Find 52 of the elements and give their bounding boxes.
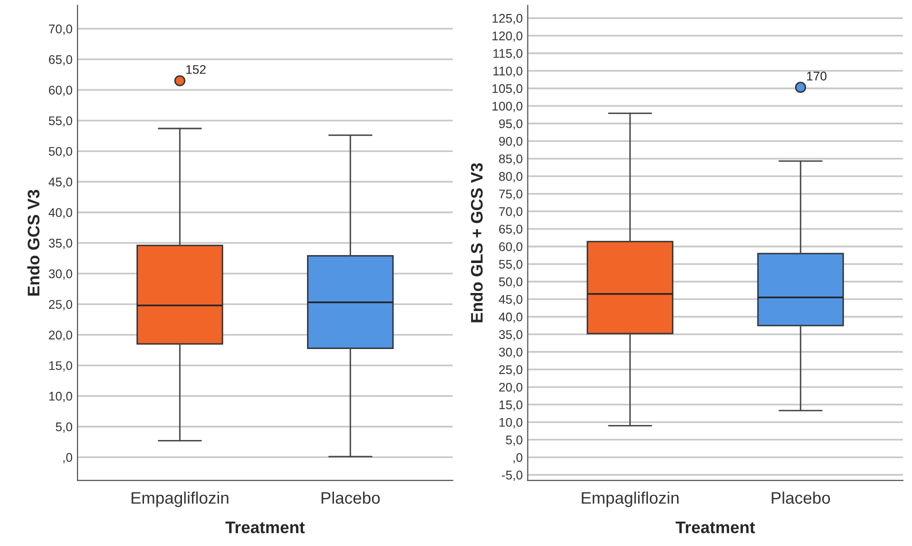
y-tick-label: 65,0	[499, 224, 522, 236]
annotation: 152	[186, 65, 206, 74]
y-tick-label: 60,0	[499, 242, 522, 253]
y-tick-label: 100,0	[492, 102, 522, 112]
y-tick-label: 125,0	[492, 14, 522, 24]
y-tick-label: 120,0	[492, 31, 522, 42]
annotation: 170	[807, 72, 826, 80]
y-tick-label: 115,0	[493, 49, 522, 60]
y-tick-label: 55,0	[48, 116, 72, 127]
y-tick-label: 50,0	[499, 277, 522, 288]
y-tick-label: 25,0	[499, 365, 522, 376]
y-tick-label: 40,0	[498, 312, 522, 323]
y-tick-label: 75,0	[499, 190, 522, 200]
y-tick-label: 80,0	[499, 172, 522, 182]
y-tick-label: 45,0	[498, 294, 522, 306]
y-axis-title: Endo GCS V3	[27, 190, 40, 296]
x-tick-label: Placebo	[322, 492, 380, 504]
x-axis-title: Treatment	[225, 522, 305, 534]
y-tick-label: 20,0	[499, 382, 522, 394]
x-axis-title: Treatment	[676, 522, 755, 534]
y-tick-label: 30,0	[48, 269, 72, 280]
y-tick-label: 85,0	[499, 154, 522, 165]
y-tick-label: 15,0	[49, 361, 72, 372]
y-tick-label: 5,0	[56, 422, 72, 433]
y-tick-label: 70,0	[48, 24, 72, 35]
x-tick-label: Placebo	[772, 492, 830, 504]
x-tick-label: Empagliflozin	[132, 492, 228, 508]
y-tick-label: 5,0	[506, 436, 522, 446]
y-tick-label: 50,0	[48, 146, 72, 158]
y-tick-label: 95,0	[499, 119, 522, 130]
y-tick-label: 105,0	[492, 84, 522, 95]
y-tick-label: 55,0	[499, 260, 522, 270]
y-tick-label: 35,0	[499, 330, 522, 340]
y-tick-label: 10,0	[499, 418, 522, 428]
y-tick-label: ,0	[514, 453, 522, 464]
y-tick-label: 60,0	[48, 86, 72, 96]
y-tick-label: -5,0	[502, 470, 522, 481]
y-tick-label: 40,0	[48, 208, 72, 218]
y-axis-title: Endo GLS + GCS V3	[470, 163, 483, 322]
y-tick-label: 20,0	[48, 330, 72, 341]
y-tick-label: 30,0	[499, 348, 522, 358]
y-tick-label: 25,0	[48, 300, 72, 310]
y-tick-label: 65,0	[48, 55, 72, 66]
y-tick-label: 15,0	[499, 400, 522, 411]
y-tick-label: 70,0	[499, 207, 522, 218]
y-tick-label: 35,0	[48, 238, 72, 250]
x-tick-label: Empagliflozin	[582, 492, 679, 508]
y-tick-label: 110,0	[493, 66, 522, 77]
y-tick-label: 45,0	[48, 178, 72, 188]
y-tick-label: 10,0	[49, 392, 72, 402]
y-tick-label: ,0	[63, 453, 72, 464]
y-tick-label: 90,0	[499, 136, 522, 148]
